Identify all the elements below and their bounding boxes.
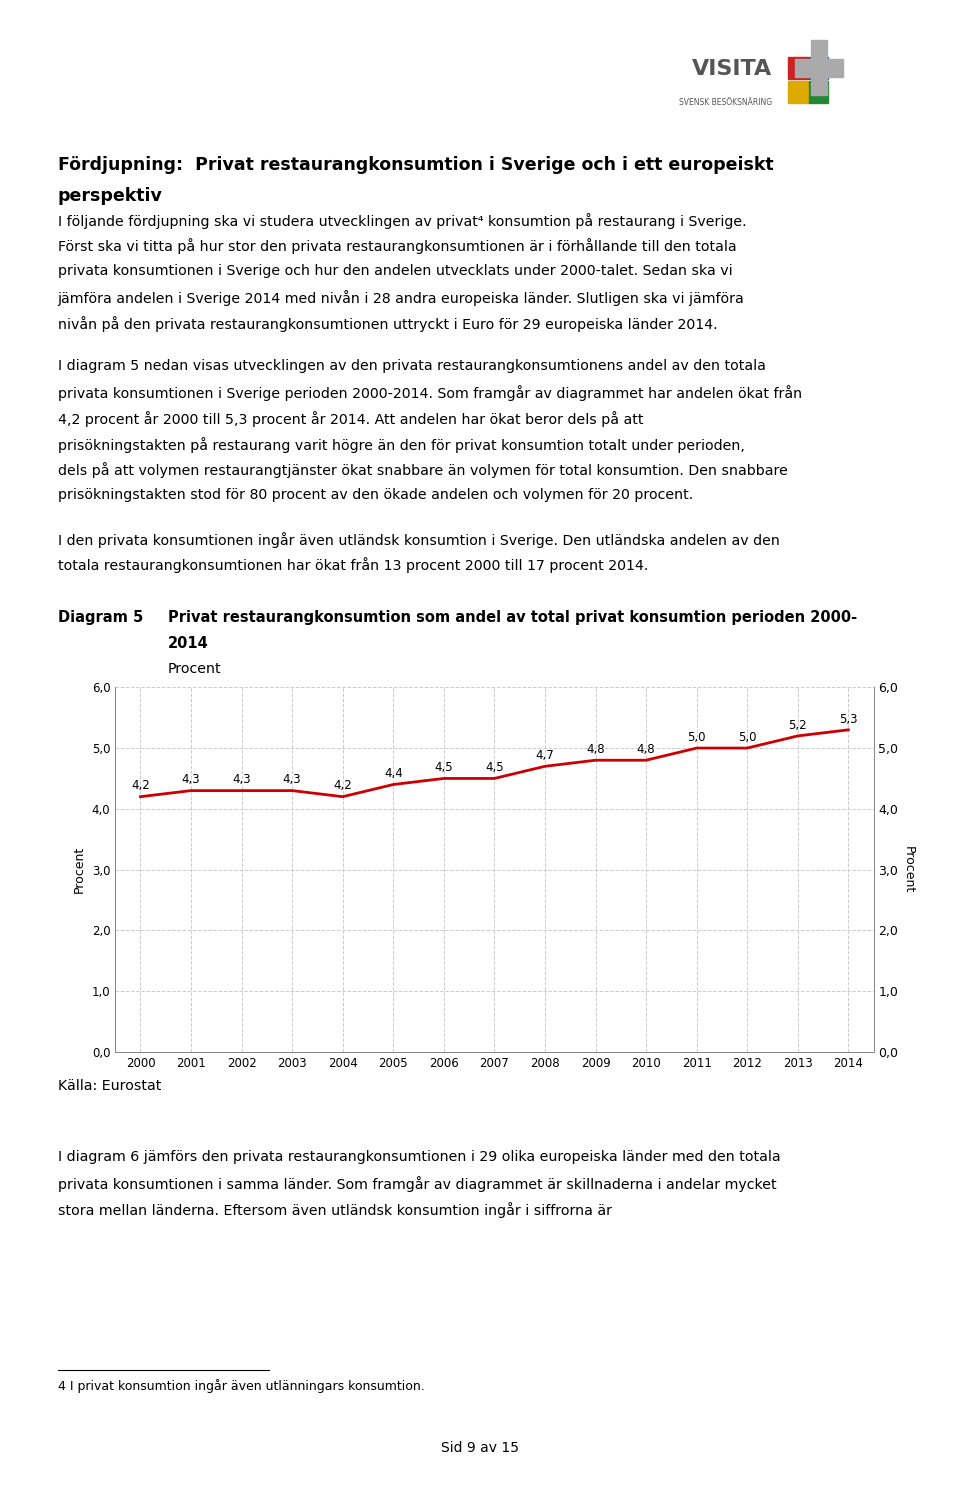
Text: 4,3: 4,3 [232, 774, 251, 786]
Text: 4,5: 4,5 [435, 762, 453, 774]
Text: 5,0: 5,0 [687, 731, 706, 744]
Text: 4,2 procent år 2000 till 5,3 procent år 2014. Att andelen har ökat beror dels på: 4,2 procent år 2000 till 5,3 procent år … [58, 411, 643, 427]
Text: 4,7: 4,7 [536, 748, 554, 762]
Text: prisökningstakten stod för 80 procent av den ökade andelen och volymen för 20 pr: prisökningstakten stod för 80 procent av… [58, 488, 693, 501]
Text: 4,4: 4,4 [384, 768, 402, 780]
Text: 5,2: 5,2 [788, 719, 807, 732]
Text: I följande fördjupning ska vi studera utvecklingen av privat⁴ konsumtion på rest: I följande fördjupning ska vi studera ut… [58, 213, 746, 229]
Text: privata konsumtionen i Sverige perioden 2000-2014. Som framgår av diagrammet har: privata konsumtionen i Sverige perioden … [58, 385, 802, 402]
Text: 5,3: 5,3 [839, 713, 857, 726]
Bar [811, 40, 827, 95]
Text: I den privata konsumtionen ingår även utländsk konsumtion i Sverige. Den utländs: I den privata konsumtionen ingår även ut… [58, 531, 780, 548]
Bar [795, 58, 843, 77]
Text: I diagram 6 jämförs den privata restaurangkonsumtionen i 29 olika europeiska län: I diagram 6 jämförs den privata restaura… [58, 1150, 780, 1164]
Text: jämföra andelen i Sverige 2014 med nivån i 28 andra europeiska länder. Slutligen: jämföra andelen i Sverige 2014 med nivån… [58, 290, 744, 307]
Text: Fördjupning:  Privat restaurangkonsumtion i Sverige och i ett europeiskt: Fördjupning: Privat restaurangkonsumtion… [58, 156, 773, 174]
Text: Sid 9 av 15: Sid 9 av 15 [441, 1442, 519, 1455]
Text: stora mellan länderna. Eftersom även utländsk konsumtion ingår i siffrorna är: stora mellan länderna. Eftersom även utl… [58, 1202, 612, 1217]
Text: 4,8: 4,8 [636, 743, 656, 756]
Text: privata konsumtionen i samma länder. Som framgår av diagrammet är skillnaderna i: privata konsumtionen i samma länder. Som… [58, 1176, 777, 1192]
Text: dels på att volymen restaurangtjänster ökat snabbare än volymen för total konsum: dels på att volymen restaurangtjänster ö… [58, 463, 787, 478]
Bar [788, 58, 807, 79]
Text: VISITA: VISITA [691, 60, 772, 79]
Text: Först ska vi titta på hur stor den privata restaurangkonsumtionen är i förhållan: Först ska vi titta på hur stor den priva… [58, 238, 736, 254]
Text: Privat restaurangkonsumtion som andel av total privat konsumtion perioden 2000-: Privat restaurangkonsumtion som andel av… [168, 610, 857, 625]
Text: 4,3: 4,3 [283, 774, 301, 786]
Text: I diagram 5 nedan visas utvecklingen av den privata restaurangkonsumtionens ande: I diagram 5 nedan visas utvecklingen av … [58, 360, 765, 373]
Y-axis label: Procent: Procent [73, 847, 86, 893]
Text: nivån på den privata restaurangkonsumtionen uttryckt i Euro för 29 europeiska lä: nivån på den privata restaurangkonsumtio… [58, 315, 717, 332]
Text: 4 I privat konsumtion ingår även utlänningars konsumtion.: 4 I privat konsumtion ingår även utlänni… [58, 1379, 424, 1393]
Text: prisökningstakten på restaurang varit högre än den för privat konsumtion totalt : prisökningstakten på restaurang varit hö… [58, 436, 744, 452]
Text: totala restaurangkonsumtionen har ökat från 13 procent 2000 till 17 procent 2014: totala restaurangkonsumtionen har ökat f… [58, 558, 648, 573]
Text: 4,2: 4,2 [333, 780, 352, 793]
Text: SVENSK BESÖKSNÄRING: SVENSK BESÖKSNÄRING [679, 98, 772, 107]
Text: Procent: Procent [168, 662, 222, 676]
Text: 2014: 2014 [168, 635, 208, 650]
Bar [788, 80, 807, 103]
Text: Källa: Eurostat: Källa: Eurostat [58, 1079, 161, 1092]
Text: privata konsumtionen i Sverige och hur den andelen utvecklats under 2000-talet. : privata konsumtionen i Sverige och hur d… [58, 265, 732, 278]
Text: Diagram 5: Diagram 5 [58, 610, 143, 625]
Bar [808, 58, 828, 79]
Text: 5,0: 5,0 [738, 731, 756, 744]
Y-axis label: Procent: Procent [902, 847, 915, 893]
Bar [808, 80, 828, 103]
Text: 4,8: 4,8 [587, 743, 605, 756]
Text: 4,2: 4,2 [132, 780, 150, 793]
Text: perspektiv: perspektiv [58, 187, 162, 205]
Text: 4,5: 4,5 [485, 762, 504, 774]
Text: 4,3: 4,3 [181, 774, 201, 786]
